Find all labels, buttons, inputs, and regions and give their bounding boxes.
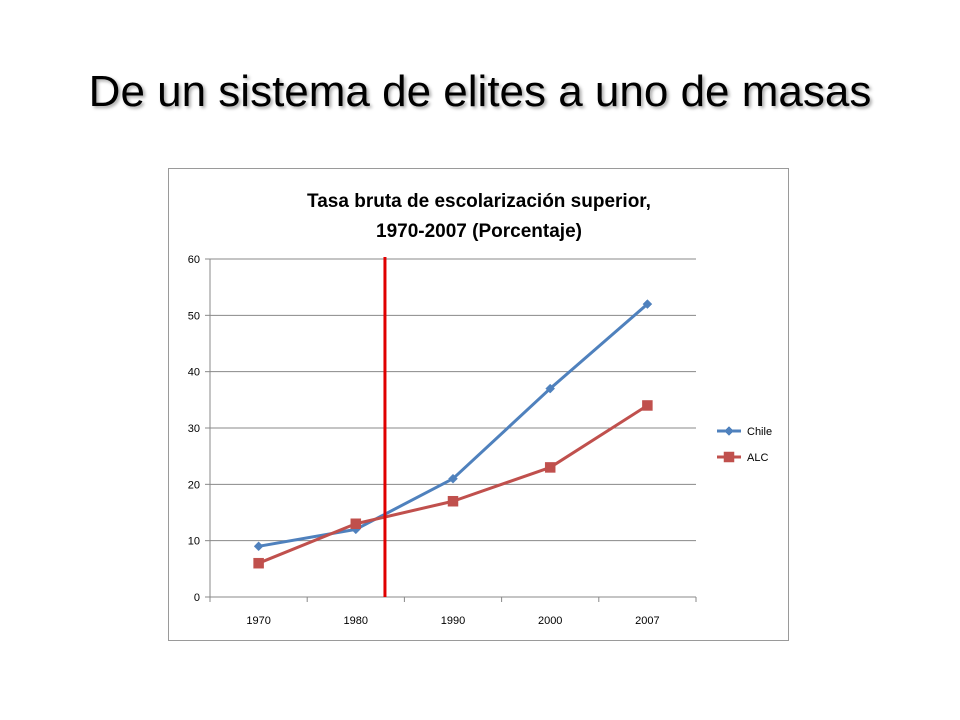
series-layer: [253, 299, 653, 569]
data-point-alc: [350, 518, 362, 530]
chart-title: Tasa bruta de escolarización superior, 19…: [307, 191, 651, 242]
slide-title: De un sistema de elites a uno de masas: [88, 67, 872, 116]
y-tick-label: 0: [194, 592, 200, 604]
y-tick-label: 40: [188, 367, 200, 379]
data-point-alc: [642, 400, 653, 411]
legend-marker-chile: [724, 426, 734, 436]
y-tick-label: 50: [188, 310, 200, 322]
data-point-chile: [545, 383, 556, 394]
chart-frame: Tasa bruta de escolarización superior, 19…: [168, 168, 789, 641]
y-tick-label: 10: [188, 536, 200, 548]
data-point-alc: [253, 557, 264, 569]
x-tick-label: 1980: [344, 615, 368, 627]
axes: 0 10 20 30 40 50 60 1970 1980 1990 2000 2007: [188, 254, 697, 627]
legend-marker-alc: [723, 451, 735, 463]
x-tick-label: 1970: [246, 615, 270, 627]
series-line-chile: [258, 302, 649, 548]
legend: Chile ALC: [717, 426, 772, 464]
legend-label-chile: Chile: [747, 426, 772, 438]
chart-title-line: 1970-2007 (Porcentaje): [376, 221, 582, 242]
legend-label-alc: ALC: [747, 452, 768, 464]
data-point-chile: [448, 473, 458, 484]
line-chart: Tasa bruta de escolarización superior, 19…: [188, 191, 772, 627]
y-tick-label: 30: [188, 423, 200, 435]
chart-title-line: Tasa bruta de escolarización superior,: [307, 191, 651, 212]
data-point-chile: [642, 299, 653, 309]
gridlines: [210, 258, 696, 542]
data-point-chile: [253, 541, 264, 552]
x-tick-label: 2007: [635, 615, 659, 627]
y-tick-label: 20: [188, 479, 200, 491]
x-tick-label: 2000: [538, 615, 562, 627]
y-tick-label: 60: [188, 254, 200, 266]
data-point-alc: [447, 495, 459, 507]
x-tick-label: 1990: [441, 615, 465, 627]
data-point-alc: [544, 462, 556, 473]
